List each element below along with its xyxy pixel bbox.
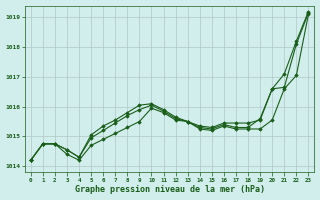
X-axis label: Graphe pression niveau de la mer (hPa): Graphe pression niveau de la mer (hPa) <box>75 185 265 194</box>
